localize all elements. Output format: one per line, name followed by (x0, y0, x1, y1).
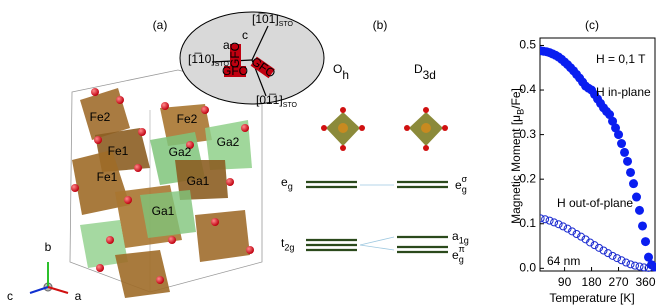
level-label: eg (281, 175, 293, 192)
x-tick-label: 90 (558, 275, 572, 289)
x-tick-label: 270 (609, 275, 629, 289)
plot-area (536, 46, 656, 271)
data-point (632, 193, 641, 202)
y-tick-label: 0.0 (519, 260, 536, 274)
atom-label: Fe1 (108, 144, 129, 158)
data-point (641, 237, 650, 246)
data-point (546, 217, 553, 224)
annotation: H = 0,1 T (596, 52, 646, 66)
data-point (614, 130, 623, 139)
direction: [1̅10] (188, 52, 215, 66)
data-point (542, 216, 549, 223)
panel-label: (b) (373, 18, 388, 32)
y-axis-label: Magnetic Moment [μB/Fe] (509, 88, 526, 224)
y-tick-label: 0.5 (519, 38, 536, 52)
data-point (623, 157, 632, 166)
annotation: H in-plane (596, 85, 651, 99)
annotation: H out-of-plane (557, 196, 633, 210)
symmetry-label: Oh (333, 62, 349, 82)
direction: [01̅1] (256, 93, 283, 107)
level-connectors (360, 185, 394, 250)
plot-frame (540, 38, 655, 271)
gfo-label: GFO (222, 64, 248, 78)
direction-sub: STO (279, 21, 294, 28)
atom-label: Ga1 (187, 174, 210, 188)
direction-sub: STO (283, 102, 298, 109)
level-label-sup: π (459, 245, 465, 255)
panel-label: (a) (153, 18, 168, 32)
symmetry-label-sub: 3d (423, 68, 436, 82)
level-label: t2g (281, 236, 294, 253)
level-label: egπ (452, 245, 465, 265)
data-point (626, 168, 635, 177)
axis-letter: b (45, 240, 52, 254)
energy-levels (306, 182, 448, 252)
inset-axis: c (242, 28, 248, 42)
symmetry-label-base: D (414, 62, 423, 76)
level-label: a1g (452, 229, 469, 246)
level-label-sub: g (288, 182, 293, 192)
level-label-sub: g (462, 185, 467, 195)
data-point (629, 179, 638, 188)
data-point (620, 148, 629, 157)
y-axis-label-tail: /Fe] (509, 88, 523, 109)
level-label-sub: g (459, 255, 464, 265)
level-label-sup: σ (462, 175, 468, 185)
level-label-sub: 2g (284, 243, 294, 253)
direction-label: [1̅01]STO (252, 12, 294, 28)
symmetry-label-sub: h (342, 68, 349, 82)
data-point (617, 139, 626, 148)
x-tick-label: 360 (635, 275, 655, 289)
data-point (627, 261, 634, 268)
y-axis-label-base: Magnetic Moment [μ (509, 115, 523, 224)
data-point (635, 206, 644, 215)
atom-label: Ga2 (217, 135, 240, 149)
direction: [1̅01] (252, 12, 279, 26)
atom-label: Fe2 (90, 110, 111, 124)
annotation: 64 nm (547, 254, 580, 268)
atom-label: Ga2 (169, 145, 192, 159)
octahedra (321, 107, 448, 151)
symmetry-label-base: O (333, 62, 342, 76)
x-axis-label: Temperature [K] (549, 291, 634, 305)
chart-title: (c) (585, 18, 599, 32)
x-tick-label: 180 (582, 275, 602, 289)
inset-axis: a (223, 38, 230, 52)
atom-label: Ga1 (152, 204, 175, 218)
atom-label: Fe2 (177, 112, 198, 126)
data-point (551, 219, 558, 226)
level-label: egσ (455, 175, 468, 195)
axis-letter: a (75, 289, 82, 303)
atom-label: Fe1 (97, 170, 118, 184)
figure: (a) (b) Fe2Fe2Fe1Ga2Ga2Fe1Ga1Ga1bca[1̅01… (0, 0, 656, 307)
symmetry-label: D3d (414, 62, 436, 82)
axis-letter: c (7, 289, 13, 303)
data-point (638, 221, 647, 230)
